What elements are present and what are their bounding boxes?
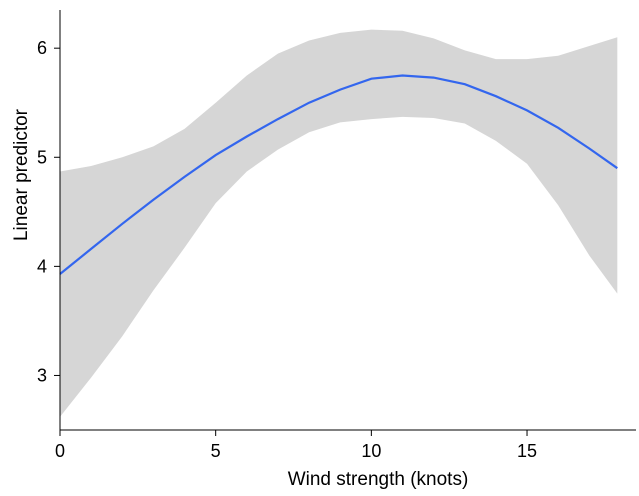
x-tick-label: 5 [211, 441, 221, 461]
plot-area [59, 29, 618, 417]
y-tick-label: 6 [37, 38, 47, 58]
y-tick-label: 3 [37, 365, 47, 385]
fit-line [59, 74, 618, 275]
x-tick-label: 10 [361, 441, 381, 461]
y-tick-label: 5 [37, 147, 47, 167]
y-axis-title: Linear predictor [11, 108, 32, 241]
x-tick-label: 15 [517, 441, 537, 461]
y-tick-label: 4 [37, 256, 47, 276]
x-tick-label: 0 [55, 441, 65, 461]
axes [59, 10, 636, 431]
x-axis-title: Wind strength (knots) [288, 469, 469, 490]
confidence-band [60, 29, 618, 417]
ticks: 0 5 10 15 3 4 5 6 [37, 38, 537, 461]
